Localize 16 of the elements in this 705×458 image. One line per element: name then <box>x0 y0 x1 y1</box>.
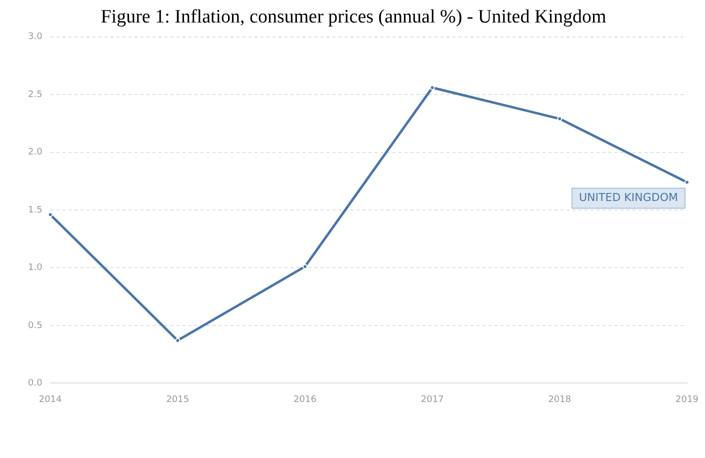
point <box>302 264 308 270</box>
y-tick-label: 1.5 <box>28 205 42 216</box>
y-tick-label: 2.0 <box>28 148 43 158</box>
y-tick-label: 3.0 <box>28 32 43 42</box>
series-label: UNITED KINGDOM <box>579 191 678 204</box>
x-tick-label: 2019 <box>676 394 699 405</box>
y-tick-label: 0.5 <box>28 320 42 331</box>
x-tick-label: 2016 <box>294 394 317 405</box>
x-tick-label: 2017 <box>420 394 444 405</box>
y-tick-label: 0.0 <box>28 378 43 389</box>
y-tick-label: 1.0 <box>28 263 43 274</box>
x-tick-label: 2018 <box>548 394 572 405</box>
y-tick-label: 2.5 <box>28 90 42 100</box>
x-tick-label: 2015 <box>166 394 190 405</box>
x-tick-label: 2014 <box>38 394 62 405</box>
chart-title: Figure 1: Inflation, consumer prices (annual %) - United Kingdom <box>100 6 606 28</box>
